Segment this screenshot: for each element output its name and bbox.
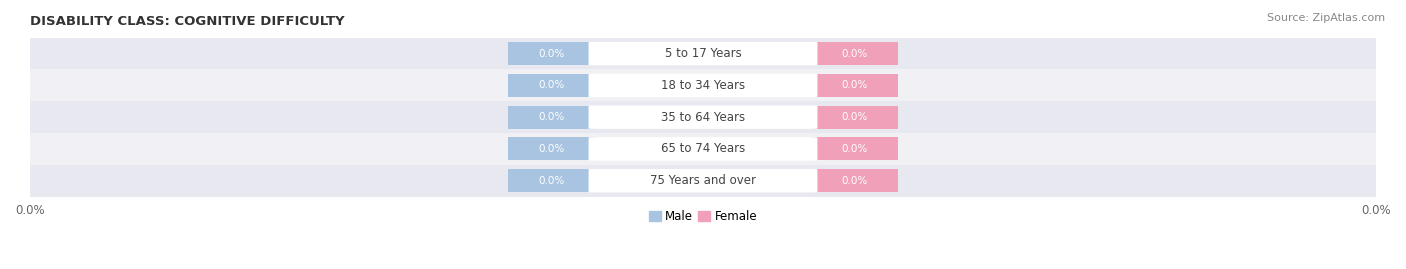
Bar <box>811 74 898 97</box>
Bar <box>30 133 1376 165</box>
Text: 0.0%: 0.0% <box>538 176 565 186</box>
Text: 5 to 17 Years: 5 to 17 Years <box>665 47 741 60</box>
Text: Source: ZipAtlas.com: Source: ZipAtlas.com <box>1267 13 1385 23</box>
Bar <box>30 165 1376 197</box>
Bar <box>508 169 595 192</box>
Bar <box>30 69 1376 101</box>
Text: 0.0%: 0.0% <box>538 112 565 122</box>
Text: 75 Years and over: 75 Years and over <box>650 174 756 187</box>
Bar <box>811 137 898 160</box>
Bar <box>508 74 595 97</box>
Bar <box>508 106 595 129</box>
Bar <box>30 38 1376 69</box>
Text: 65 to 74 Years: 65 to 74 Years <box>661 142 745 155</box>
Text: 35 to 64 Years: 35 to 64 Years <box>661 111 745 124</box>
Bar <box>508 137 595 160</box>
FancyBboxPatch shape <box>589 169 817 193</box>
Bar <box>811 169 898 192</box>
FancyBboxPatch shape <box>589 74 817 97</box>
Bar <box>811 106 898 129</box>
Text: 0.0%: 0.0% <box>538 49 565 59</box>
Bar <box>508 42 595 65</box>
Bar <box>811 42 898 65</box>
Text: 18 to 34 Years: 18 to 34 Years <box>661 79 745 92</box>
Text: 0.0%: 0.0% <box>841 112 868 122</box>
Text: 0.0%: 0.0% <box>538 80 565 90</box>
Text: DISABILITY CLASS: COGNITIVE DIFFICULTY: DISABILITY CLASS: COGNITIVE DIFFICULTY <box>30 15 344 28</box>
FancyBboxPatch shape <box>589 42 817 65</box>
Text: 0.0%: 0.0% <box>841 176 868 186</box>
Text: 0.0%: 0.0% <box>538 144 565 154</box>
Text: 0.0%: 0.0% <box>841 49 868 59</box>
Legend: Male, Female: Male, Female <box>644 206 762 228</box>
Text: 0.0%: 0.0% <box>841 80 868 90</box>
Text: 0.0%: 0.0% <box>841 144 868 154</box>
Bar <box>30 101 1376 133</box>
FancyBboxPatch shape <box>589 105 817 129</box>
FancyBboxPatch shape <box>589 137 817 161</box>
